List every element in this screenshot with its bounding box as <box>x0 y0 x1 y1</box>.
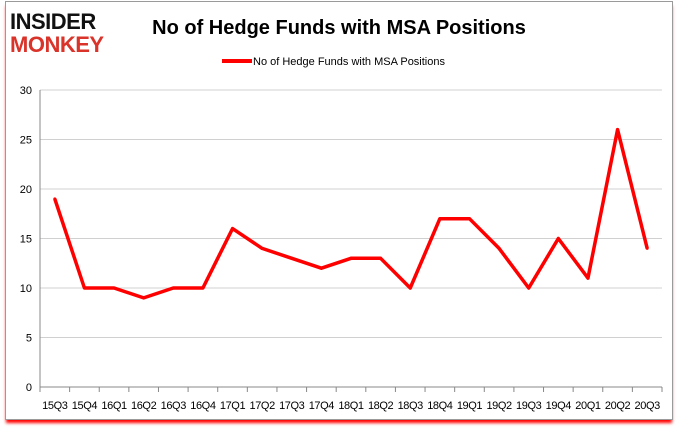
data-point <box>231 227 235 231</box>
series-line <box>53 127 649 300</box>
x-tick-label: 18Q1 <box>338 400 364 412</box>
x-tick-label: 18Q2 <box>368 400 394 412</box>
data-point <box>379 256 383 260</box>
x-tick-label: 20Q2 <box>605 400 631 412</box>
x-tick-label: 19Q2 <box>486 400 512 412</box>
data-point <box>349 256 353 260</box>
chart-title: No of Hedge Funds with MSA Positions <box>152 17 526 39</box>
data-point <box>112 286 116 290</box>
y-tick-label: 10 <box>20 283 32 295</box>
x-tick-label: 17Q1 <box>220 400 246 412</box>
data-point <box>497 246 501 250</box>
x-tick-label: 16Q2 <box>131 400 157 412</box>
x-tick-label: 19Q4 <box>546 400 572 412</box>
legend: No of Hedge Funds with MSA Positions <box>222 56 445 68</box>
x-tick-label: 17Q3 <box>279 400 305 412</box>
x-tick-label: 20Q3 <box>635 400 661 412</box>
x-tick-label: 16Q3 <box>161 400 187 412</box>
y-tick-label: 30 <box>20 85 32 97</box>
data-point <box>171 286 175 290</box>
chart-frame <box>5 1 673 420</box>
data-point <box>290 256 294 260</box>
data-point <box>616 128 620 132</box>
x-tick-label: 16Q4 <box>190 400 216 412</box>
data-point <box>527 286 531 290</box>
data-point <box>586 276 590 280</box>
data-point <box>201 286 205 290</box>
data-point <box>319 266 323 270</box>
logo-line2: MONKEY <box>10 32 104 57</box>
x-tick-label: 16Q1 <box>101 400 127 412</box>
x-tick-label: 18Q4 <box>427 400 453 412</box>
x-tick-label: 20Q1 <box>575 400 601 412</box>
data-point <box>82 286 86 290</box>
logo: INSIDER MONKEY <box>10 9 105 57</box>
y-tick-label: 5 <box>26 333 32 345</box>
x-tick-label: 19Q1 <box>457 400 483 412</box>
x-tick-label: 18Q3 <box>398 400 424 412</box>
legend-label: No of Hedge Funds with MSA Positions <box>253 56 445 68</box>
logo-line1: INSIDER <box>10 9 96 34</box>
data-point <box>142 296 146 300</box>
data-point <box>438 217 442 221</box>
y-tick-label: 20 <box>20 184 32 196</box>
x-tick-label: 17Q4 <box>309 400 335 412</box>
x-tick-label: 15Q3 <box>42 400 68 412</box>
y-tick-label: 15 <box>20 234 32 246</box>
data-point <box>467 217 471 221</box>
y-tick-label: 0 <box>26 382 32 394</box>
data-point <box>556 237 560 240</box>
x-tick-label: 19Q3 <box>516 400 542 412</box>
data-point <box>53 197 57 201</box>
data-point <box>645 246 649 250</box>
x-tick-label: 15Q4 <box>72 400 98 412</box>
data-point <box>408 286 412 290</box>
x-tick-label: 17Q2 <box>249 400 275 412</box>
y-tick-label: 25 <box>20 135 32 147</box>
data-point <box>260 246 264 250</box>
